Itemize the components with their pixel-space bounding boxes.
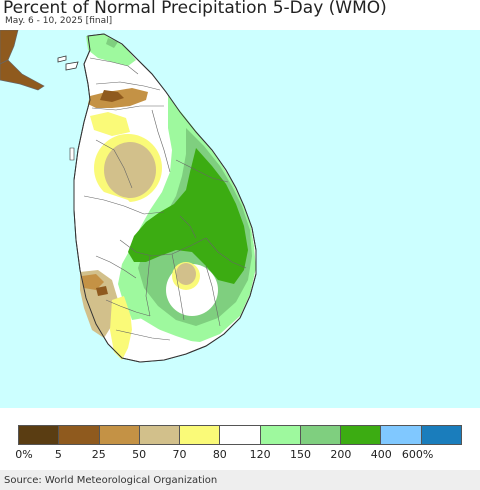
legend-swatch [421,426,461,444]
legend-swatch [99,426,140,444]
east-dark-green [128,148,248,284]
legend-tick-label: 80 [212,448,227,461]
legend-swatch [19,426,60,444]
coastline [73,33,257,363]
map-title: Percent of Normal Precipitation 5-Day (W… [3,0,387,18]
northwest-islets [69,147,75,161]
precipitation-map [0,30,480,408]
south-white [128,326,200,362]
legend-swatch [381,426,422,444]
legend-tick-label: 120 [249,448,271,461]
legend-color-bar [18,425,462,445]
india-landmass-tip [0,59,45,91]
legend-tick-label: 25 [91,448,106,461]
legend-tick-label: 150 [290,448,312,461]
source-text: Source: World Meteorological Organizatio… [4,475,218,486]
west-coast-brown-dark [96,286,108,296]
northwest-yellow [90,112,130,136]
southwest-yellow [110,296,132,360]
southwest-green [124,290,150,320]
legend-tick-label: 70 [172,448,187,461]
legend-swatch [180,426,221,444]
legend-tick-label: 0% [15,448,33,461]
south-central-tan [176,263,196,285]
india-landmass [0,30,19,65]
legend-swatch [59,426,100,444]
legend-tick-label: 50 [132,448,147,461]
legend-tick-labels: 0% 5 25 50 70 80 120 150 200 400 600% [0,448,480,462]
west-central-white [76,192,140,250]
mannar-island [65,61,79,71]
west-coast-brown [82,274,104,290]
jaffna-green [86,34,136,66]
legend-tick-label: 600% [401,448,434,461]
legend-tick-label: 200 [330,448,352,461]
jaffna-dark-green [106,38,118,48]
map-subtitle: May. 6 - 10, 2025 [final] [5,16,113,26]
source-footer: Source: World Meteorological Organizatio… [0,470,480,490]
north-central-tan [104,142,156,198]
legend-swatch [300,426,342,444]
legend-swatch [341,426,382,444]
legend-swatch [220,426,261,444]
northwest-brown [100,90,124,102]
legend-tick-label: 400 [370,448,392,461]
legend-swatch [260,426,301,444]
district-boundaries [83,57,247,341]
legend-swatch [139,426,181,444]
legend-tick-label: 5 [54,448,62,461]
delft-island [57,55,67,63]
